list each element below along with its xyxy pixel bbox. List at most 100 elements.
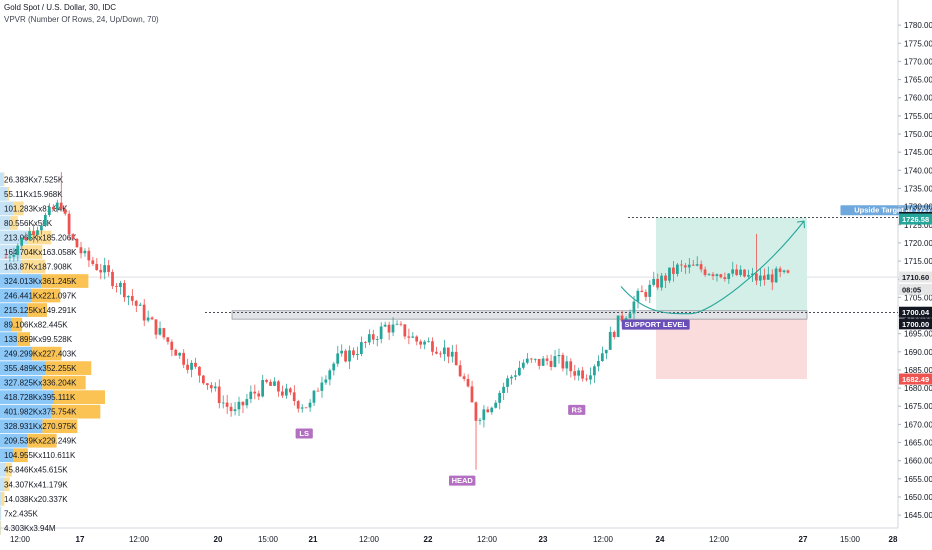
candle-body — [40, 225, 43, 231]
y-tick-label[interactable]: 1745.00 — [904, 148, 932, 157]
candle-body — [257, 393, 261, 397]
x-tick-label[interactable]: 20 — [214, 535, 223, 544]
vp-up-bar — [0, 491, 2, 506]
candle-body — [569, 361, 573, 372]
candle-body — [723, 277, 727, 280]
y-tick-label[interactable]: 1775.00 — [904, 39, 932, 48]
y-tick-label[interactable]: 1645.00 — [904, 511, 932, 520]
price-tag-label[interactable]: 1700.04 — [902, 308, 930, 317]
candle-body — [470, 386, 474, 403]
price-tag-box — [899, 318, 932, 330]
y-tick-label[interactable]: 1765.00 — [904, 76, 932, 85]
y-tick-label[interactable]: 1685.00 — [904, 366, 932, 375]
vp-down-bar — [42, 375, 86, 390]
candle-body — [119, 283, 122, 287]
candle-body — [608, 331, 612, 350]
x-tick-label[interactable]: 24 — [656, 535, 665, 544]
candle-body — [537, 358, 541, 366]
y-tick-label[interactable]: 1750.00 — [904, 130, 932, 139]
candle-body — [134, 300, 138, 306]
y-tick-label[interactable]: 1780.00 — [904, 21, 932, 30]
x-tick-label[interactable]: 15:00 — [840, 535, 861, 544]
vp-down-bar — [21, 245, 43, 259]
y-tick-label[interactable]: 1735.00 — [904, 184, 932, 193]
vp-down-bar — [41, 274, 89, 288]
candle-body — [190, 362, 193, 370]
y-tick-label[interactable]: 1690.00 — [904, 348, 932, 357]
candle-body — [581, 370, 584, 379]
vp-down-bar — [3, 172, 5, 187]
x-tick-label[interactable]: 12:00 — [129, 535, 150, 544]
y-tick-label[interactable]: 1705.00 — [904, 293, 932, 302]
x-tick-label[interactable]: 15:00 — [258, 535, 279, 544]
candle-body — [111, 271, 114, 287]
price-tag-label[interactable]: 1710.60 — [902, 273, 929, 282]
candle-body — [782, 270, 786, 272]
y-tick-label[interactable]: 1715.00 — [904, 257, 932, 266]
y-tick-label[interactable]: 1655.00 — [904, 475, 932, 484]
annotation-label: HEAD — [452, 476, 474, 485]
x-tick-label[interactable]: 12:00 — [359, 535, 380, 544]
y-tick-label[interactable]: 1740.00 — [904, 166, 932, 175]
candle-body — [59, 202, 63, 210]
candle-body — [292, 392, 296, 402]
y-tick-label[interactable]: 1695.00 — [904, 330, 932, 339]
candle-body — [774, 268, 778, 283]
y-tick-label[interactable]: 1720.00 — [904, 239, 932, 248]
price-tag-label[interactable]: 1700.00 — [902, 320, 929, 329]
indicator-title[interactable]: VPVR (Number Of Rows, 24, Up/Down, 70) — [4, 15, 159, 24]
candle-body — [249, 391, 253, 400]
y-tick-label[interactable]: 1730.00 — [904, 203, 932, 212]
candle-body — [600, 353, 604, 362]
y-tick-label[interactable]: 1755.00 — [904, 112, 932, 121]
x-tick-label[interactable]: 12:00 — [477, 535, 498, 544]
price-tag-label[interactable]: 08:05 — [902, 285, 921, 294]
y-tick-label[interactable]: 1760.00 — [904, 94, 932, 103]
annotation-label: SUPPORT LEVEL — [624, 320, 687, 329]
projection-curve — [620, 220, 805, 315]
candle-body — [672, 267, 675, 274]
x-tick-label[interactable]: 21 — [309, 535, 318, 544]
price-axis[interactable]: 1645.00 1650.00 1655.00 1660.00 1665.00 1670.… — [898, 21, 932, 520]
candle-body — [356, 354, 359, 356]
candle-body — [668, 267, 671, 281]
candle-body — [253, 391, 257, 394]
vp-down-bar — [10, 216, 18, 230]
y-tick-label[interactable]: 1660.00 — [904, 457, 932, 466]
price-tag-label[interactable]: 1682.49 — [902, 375, 929, 384]
y-tick-label[interactable]: 1680.00 — [904, 384, 932, 393]
price-tag-box — [899, 283, 932, 295]
candle-body — [743, 269, 746, 277]
x-tick-label[interactable]: 27 — [799, 535, 808, 544]
vp-up-bar — [0, 274, 42, 288]
trade-zones — [205, 217, 898, 380]
candle-body — [454, 351, 458, 366]
candle-body — [478, 419, 482, 421]
x-tick-label[interactable]: 28 — [889, 535, 898, 544]
candle-body — [130, 296, 134, 301]
symbol-title[interactable]: Gold Spot / U.S. Dollar, 30, IDC — [4, 3, 117, 12]
y-tick-label[interactable]: 1770.00 — [904, 57, 932, 66]
x-tick-label[interactable]: 22 — [424, 535, 433, 544]
y-tick-label[interactable]: 1725.00 — [904, 221, 932, 230]
y-tick-label[interactable]: 1670.00 — [904, 420, 932, 429]
x-tick-label[interactable]: 12:00 — [593, 535, 614, 544]
y-tick-label[interactable]: 1675.00 — [904, 402, 932, 411]
x-tick-label[interactable]: 23 — [539, 535, 548, 544]
y-tick-label[interactable]: 1665.00 — [904, 439, 932, 448]
x-tick-label[interactable]: 12:00 — [10, 535, 31, 544]
price-tag-label[interactable]: 1726.58 — [902, 215, 929, 224]
y-tick-label[interactable]: 1650.00 — [904, 493, 932, 502]
time-axis[interactable]: 12:00 17 12:00 20 15:00 21 12:00 22 12:00 23 12:00… — [10, 535, 898, 544]
candle-body — [63, 209, 67, 214]
candle-body — [411, 336, 415, 338]
annotation-box — [568, 404, 586, 415]
target-zone — [656, 217, 807, 311]
candle-body — [660, 275, 663, 288]
candle-body — [585, 378, 588, 380]
x-tick-label[interactable]: 12:00 — [709, 535, 730, 544]
x-tick-label[interactable]: 17 — [76, 535, 85, 544]
candle-body — [557, 355, 561, 357]
candle-body — [340, 350, 343, 354]
